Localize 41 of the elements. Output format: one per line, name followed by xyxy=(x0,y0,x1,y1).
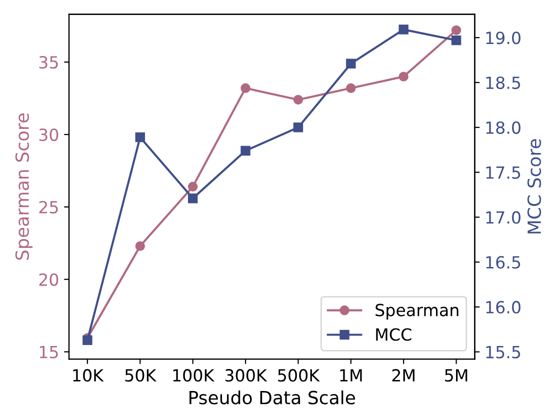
y2-tick-label: 18.0 xyxy=(486,121,520,134)
point xyxy=(293,122,304,132)
point xyxy=(135,241,145,251)
y-tick-label: 20 xyxy=(39,273,58,286)
point xyxy=(346,83,356,94)
point xyxy=(293,94,304,105)
point xyxy=(346,58,356,69)
point xyxy=(398,72,408,82)
y2-tick-label: 16.0 xyxy=(486,300,520,314)
legend-label: Spearman xyxy=(376,304,458,320)
x-axis-title: Pseudo Data Scale xyxy=(190,390,355,404)
y-tick-label: 35 xyxy=(39,56,58,69)
y2-tick-label: 19.0 xyxy=(486,32,520,44)
x-tick-label: 500K xyxy=(278,369,320,382)
point xyxy=(135,132,145,142)
x-tick-label: 300K xyxy=(225,369,268,382)
x-tick-label: 10K xyxy=(73,369,104,382)
y2-tick-label: 17.5 xyxy=(486,166,520,179)
x-tick-label: 5M xyxy=(445,369,468,382)
y2-axis-title: MCC Score xyxy=(527,139,542,234)
x-tick-label: 2M xyxy=(392,369,414,382)
point xyxy=(82,335,92,346)
x-tick-label: 50K xyxy=(125,369,157,382)
y2-tick-label: 15.5 xyxy=(486,346,520,358)
y-tick-label: 30 xyxy=(39,128,58,142)
x-tick-label: 100K xyxy=(173,369,215,382)
y-axis-title: Spearman Score xyxy=(15,113,33,260)
point xyxy=(398,24,408,34)
point xyxy=(188,193,198,204)
point xyxy=(240,83,250,94)
point xyxy=(451,25,462,36)
y-tick-label: 25 xyxy=(39,200,58,214)
y2-tick-label: 16.5 xyxy=(486,256,520,269)
x-tick-label: 1M xyxy=(340,369,362,382)
point xyxy=(188,182,198,192)
y2-tick-label: 17.0 xyxy=(486,211,520,224)
y2-tick-label: 18.5 xyxy=(486,76,520,90)
y-tick-label: 15 xyxy=(40,346,58,358)
legend-label: MCC xyxy=(376,328,412,341)
point xyxy=(451,35,462,46)
point xyxy=(240,146,250,156)
